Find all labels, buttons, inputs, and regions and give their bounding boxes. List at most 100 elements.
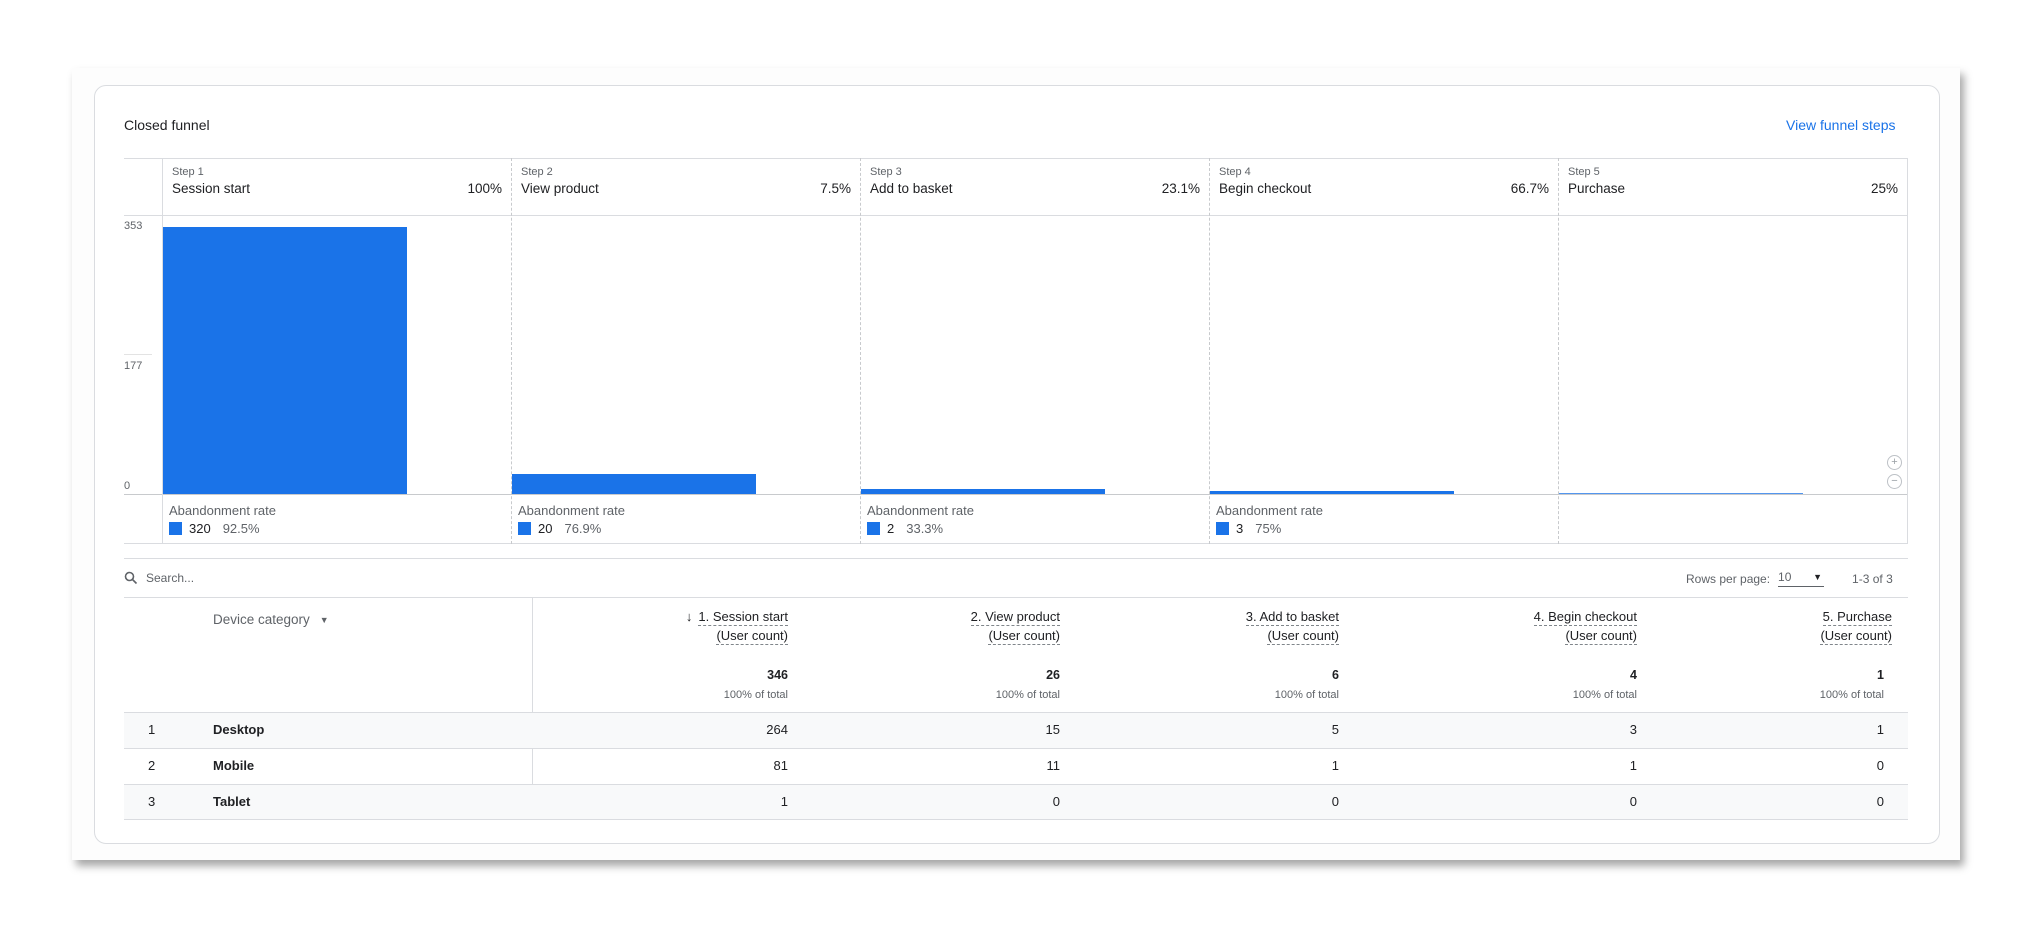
column-header-begin-checkout[interactable]: 4. Begin checkout (User count) — [1437, 609, 1637, 645]
row-index: 3 — [148, 794, 156, 809]
column-header-line1: 2. View product — [970, 609, 1060, 626]
abandonment-percentage: 76.9% — [564, 521, 602, 536]
total-value: 1 — [1877, 668, 1884, 682]
step-name: Add to basket — [870, 181, 953, 196]
table-row[interactable]: 2 Mobile 81 11 1 1 0 — [124, 749, 1908, 784]
column-header-line1: 3. Add to basket — [1245, 609, 1339, 626]
column-total: 26 100% of total — [860, 668, 1060, 701]
column-total: 6 100% of total — [1139, 668, 1339, 701]
chart-top-border — [124, 158, 1908, 159]
y-tick-label: 353 — [124, 220, 143, 232]
funnel-bar-session-start[interactable] — [163, 227, 407, 494]
column-header-line2: (User count) — [1565, 628, 1637, 645]
total-value: 346 — [767, 668, 788, 682]
legend-swatch — [1216, 522, 1229, 535]
metric-cell: 0 — [1629, 794, 1637, 809]
step-header-3: Step 3 Add to basket 23.1% — [870, 166, 1200, 196]
dimension-column-divider — [532, 597, 533, 819]
step-number: Step 2 — [521, 166, 553, 178]
total-subtitle: 100% of total — [1819, 689, 1884, 701]
metric-cell: 0 — [1331, 794, 1339, 809]
row-divider — [124, 712, 1908, 713]
step-name: Session start — [172, 181, 251, 196]
abandonment-label: Abandonment rate — [867, 503, 974, 518]
table-header-top-border — [124, 597, 1908, 598]
funnel-bar-purchase[interactable] — [1559, 493, 1803, 494]
search-box[interactable]: Search... — [124, 571, 194, 585]
step-divider — [1558, 158, 1559, 544]
column-header-line1: 4. Begin checkout — [1533, 609, 1637, 626]
metric-cell: 1 — [1876, 722, 1884, 737]
abandonment-count: 320 — [189, 521, 211, 536]
funnel-bar-view-product[interactable] — [512, 474, 756, 494]
legend-swatch — [169, 522, 182, 535]
step-percentage: 100% — [467, 181, 502, 196]
card-title: Closed funnel — [124, 117, 210, 133]
step-number: Step 1 — [172, 166, 204, 178]
funnel-bar-begin-checkout[interactable] — [1210, 491, 1454, 494]
abandonment-label: Abandonment rate — [1216, 503, 1323, 518]
abandonment-count: 2 — [887, 521, 895, 536]
chart-bottom-border — [124, 543, 1908, 544]
rows-per-page-value: 10 — [1778, 570, 1792, 584]
abandonment-2: Abandonment rate 20 76.9% — [518, 503, 625, 536]
view-funnel-steps-link[interactable]: View funnel steps — [1786, 117, 1896, 133]
column-header-line2: (User count) — [1820, 628, 1892, 645]
chart-baseline — [124, 494, 1908, 495]
total-subtitle: 100% of total — [995, 689, 1060, 701]
abandonment-percentage: 33.3% — [906, 521, 944, 536]
row-index: 1 — [148, 722, 156, 737]
column-header-session-start[interactable]: ↓ 1. Session start (User count) — [588, 609, 788, 645]
abandonment-count: 3 — [1236, 521, 1244, 536]
total-subtitle: 100% of total — [1274, 689, 1339, 701]
y-mid-tick-line — [124, 354, 152, 355]
column-header-line2: (User count) — [1267, 628, 1339, 645]
abandonment-percentage: 92.5% — [222, 521, 260, 536]
total-subtitle: 100% of total — [723, 689, 788, 701]
column-header-line2: (User count) — [716, 628, 788, 645]
step-name: Purchase — [1568, 181, 1626, 196]
metric-cell: 15 — [1045, 722, 1060, 737]
legend-swatch — [518, 522, 531, 535]
zoom-in-icon[interactable]: + — [1887, 455, 1902, 470]
table-row[interactable]: 1 Desktop 264 15 5 3 1 — [124, 713, 1908, 748]
step-name: Begin checkout — [1219, 181, 1312, 196]
y-tick-label: 177 — [124, 360, 143, 372]
abandonment-label: Abandonment rate — [169, 503, 276, 518]
metric-cell: 11 — [1046, 758, 1061, 773]
table-bottom-border — [124, 819, 1908, 820]
search-placeholder: Search... — [146, 571, 195, 585]
rows-per-page-label: Rows per page: — [1686, 571, 1771, 586]
rows-per-page-select[interactable]: 10 ▼ — [1778, 570, 1825, 587]
metric-cell: 3 — [1629, 722, 1637, 737]
column-header-line1: 5. Purchase — [1822, 609, 1892, 626]
total-value: 26 — [1046, 668, 1060, 682]
column-header-view-product[interactable]: 2. View product (User count) — [860, 609, 1060, 645]
column-header-purchase[interactable]: 5. Purchase (User count) — [1692, 609, 1892, 645]
column-total: 4 100% of total — [1437, 668, 1637, 701]
metric-cell: 81 — [773, 758, 788, 773]
step-percentage: 25% — [1870, 181, 1898, 196]
abandonment-1: Abandonment rate 320 92.5% — [169, 503, 276, 536]
column-total: 346 100% of total — [588, 668, 788, 701]
pagination-label: 1-3 of 3 — [1852, 571, 1893, 586]
total-value: 4 — [1630, 668, 1637, 682]
step-percentage: 66.7% — [1510, 181, 1549, 196]
y-tick-label: 0 — [124, 480, 131, 492]
table-row[interactable]: 3 Tablet 1 0 0 0 0 — [124, 785, 1908, 820]
metric-cell: 0 — [1876, 758, 1884, 773]
chart-right-border — [1907, 158, 1908, 544]
abandonment-label: Abandonment rate — [518, 503, 625, 518]
zoom-out-icon[interactable]: − — [1887, 474, 1902, 489]
funnel-bar-add-to-basket[interactable] — [861, 489, 1105, 494]
column-header-add-to-basket[interactable]: 3. Add to basket (User count) — [1139, 609, 1339, 645]
dimension-header[interactable]: Device category ▼ — [213, 612, 329, 627]
row-divider — [124, 748, 1908, 749]
sort-descending-icon: ↓ — [685, 609, 693, 624]
step-number: Step 5 — [1568, 166, 1600, 178]
abandonment-percentage: 75% — [1255, 521, 1282, 536]
step-header-divider — [124, 215, 1908, 216]
device-cell: Mobile — [213, 758, 255, 773]
search-icon — [124, 571, 138, 585]
total-subtitle: 100% of total — [1572, 689, 1637, 701]
